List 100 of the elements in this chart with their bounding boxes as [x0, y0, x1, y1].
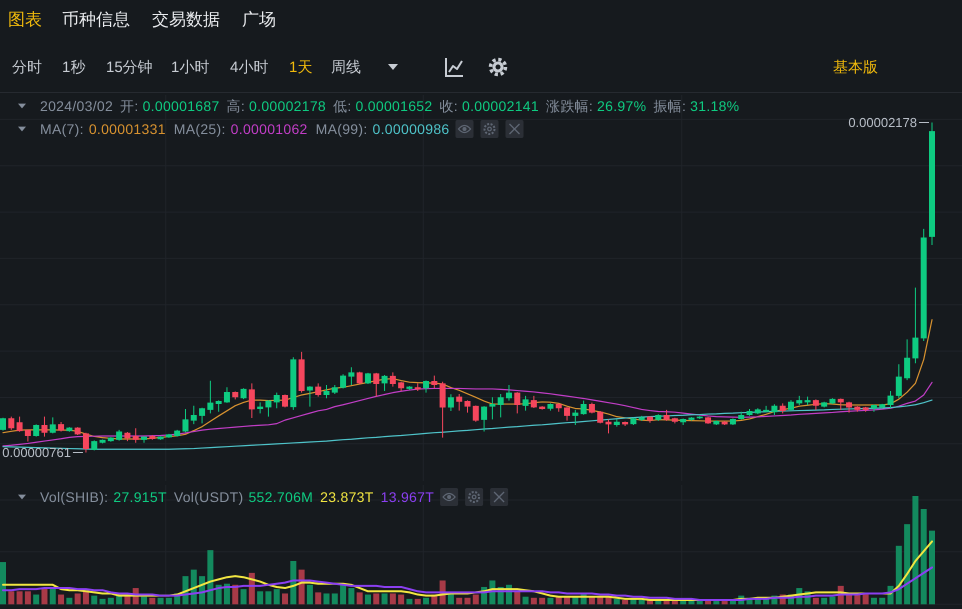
text: 4小时: [230, 59, 268, 76]
bar: [904, 524, 910, 604]
candlestick: [606, 419, 612, 434]
annotation: MA(7):: [40, 121, 84, 137]
bar: [530, 598, 537, 604]
candlestick: [556, 403, 562, 412]
text: 1秒: [62, 59, 86, 76]
bar: [82, 591, 89, 604]
bar: [274, 589, 280, 604]
bar: [149, 598, 156, 604]
bar: [100, 598, 106, 604]
bar: [713, 601, 720, 604]
bar: [539, 598, 546, 604]
bar: [448, 594, 454, 604]
bar: [356, 592, 363, 604]
bar: [91, 596, 98, 604]
annotation: 13.967T: [380, 489, 434, 505]
bar: [912, 496, 918, 604]
bar: [24, 591, 31, 604]
candlestick: [124, 432, 130, 442]
bar: [896, 546, 902, 604]
candlestick: [870, 404, 877, 412]
bar: [862, 594, 869, 604]
text: 振幅:: [653, 98, 686, 114]
bar: [547, 598, 554, 604]
text: 币种信息: [62, 10, 130, 29]
bar: [364, 594, 371, 604]
text: 0.00002141: [462, 98, 539, 114]
candlestick: [838, 398, 844, 410]
bar: [108, 598, 114, 604]
bar: [116, 596, 122, 604]
text: 开:: [120, 98, 139, 114]
text: 低:: [333, 98, 352, 114]
bar: [66, 598, 72, 604]
annotation: 0.00001331: [88, 121, 166, 137]
text: 收:: [439, 98, 458, 114]
bar: [829, 596, 836, 604]
candlestick: [572, 410, 578, 426]
bar: [614, 598, 620, 604]
bar: [207, 550, 214, 604]
text: 0.00002178: [249, 98, 326, 114]
candlestick: [431, 376, 438, 388]
candlestick: [804, 396, 811, 405]
annotation: 0.00000761: [2, 445, 71, 460]
bar: [282, 593, 288, 604]
bar: [423, 598, 430, 604]
candlestick: [539, 406, 546, 410]
text: 31.18%: [690, 98, 740, 114]
candlestick: [306, 386, 313, 407]
text: 涨跌幅:: [546, 98, 594, 114]
bar: [472, 594, 479, 604]
bar: [812, 598, 819, 604]
annotation: 552.706M: [248, 489, 314, 505]
bar: [290, 560, 296, 604]
text: 0.00001652: [356, 98, 432, 114]
text: 高:: [226, 98, 246, 114]
bar: [398, 594, 404, 604]
bar: [854, 594, 860, 604]
candlestick: [796, 396, 802, 405]
bar: [58, 594, 64, 604]
bar: [166, 598, 172, 604]
candlestick: [265, 400, 272, 417]
annotation: 0.00000986: [372, 121, 450, 137]
bar: [514, 591, 520, 604]
candlestick: [788, 400, 794, 411]
bar: [265, 591, 272, 604]
text: 广场: [242, 10, 276, 29]
bar: [414, 598, 421, 604]
bar: [464, 598, 470, 604]
annotation: 0.00002178: [848, 115, 917, 130]
bar: [74, 593, 81, 604]
text: 15分钟: [106, 59, 153, 76]
bar: [522, 596, 529, 604]
candlestick: [912, 288, 918, 364]
text: 1小时: [171, 59, 210, 76]
candlestick: [696, 416, 703, 419]
bar: [306, 584, 313, 604]
text: 26.97%: [597, 98, 646, 114]
candlestick: [713, 420, 720, 426]
bar: [622, 600, 628, 604]
text: 1天: [289, 59, 312, 76]
bar: [41, 588, 48, 604]
candlestick: [622, 422, 628, 426]
annotation: Vol(SHIB):: [40, 489, 108, 505]
bar: [240, 589, 247, 604]
annotation: Vol(USDT): [174, 489, 244, 505]
bar: [406, 598, 412, 604]
candlestick: [406, 386, 412, 390]
bar: [879, 598, 886, 604]
text: 图表: [8, 10, 42, 29]
text: 2024/03/02: [40, 98, 114, 114]
bar: [638, 600, 645, 604]
bar: [821, 598, 828, 604]
bar: [390, 593, 396, 604]
candlestick: [257, 402, 264, 414]
bar: [722, 601, 728, 604]
bar: [315, 592, 322, 604]
bar: [348, 588, 354, 604]
candlestick: [207, 380, 214, 414]
bar: [33, 594, 40, 604]
